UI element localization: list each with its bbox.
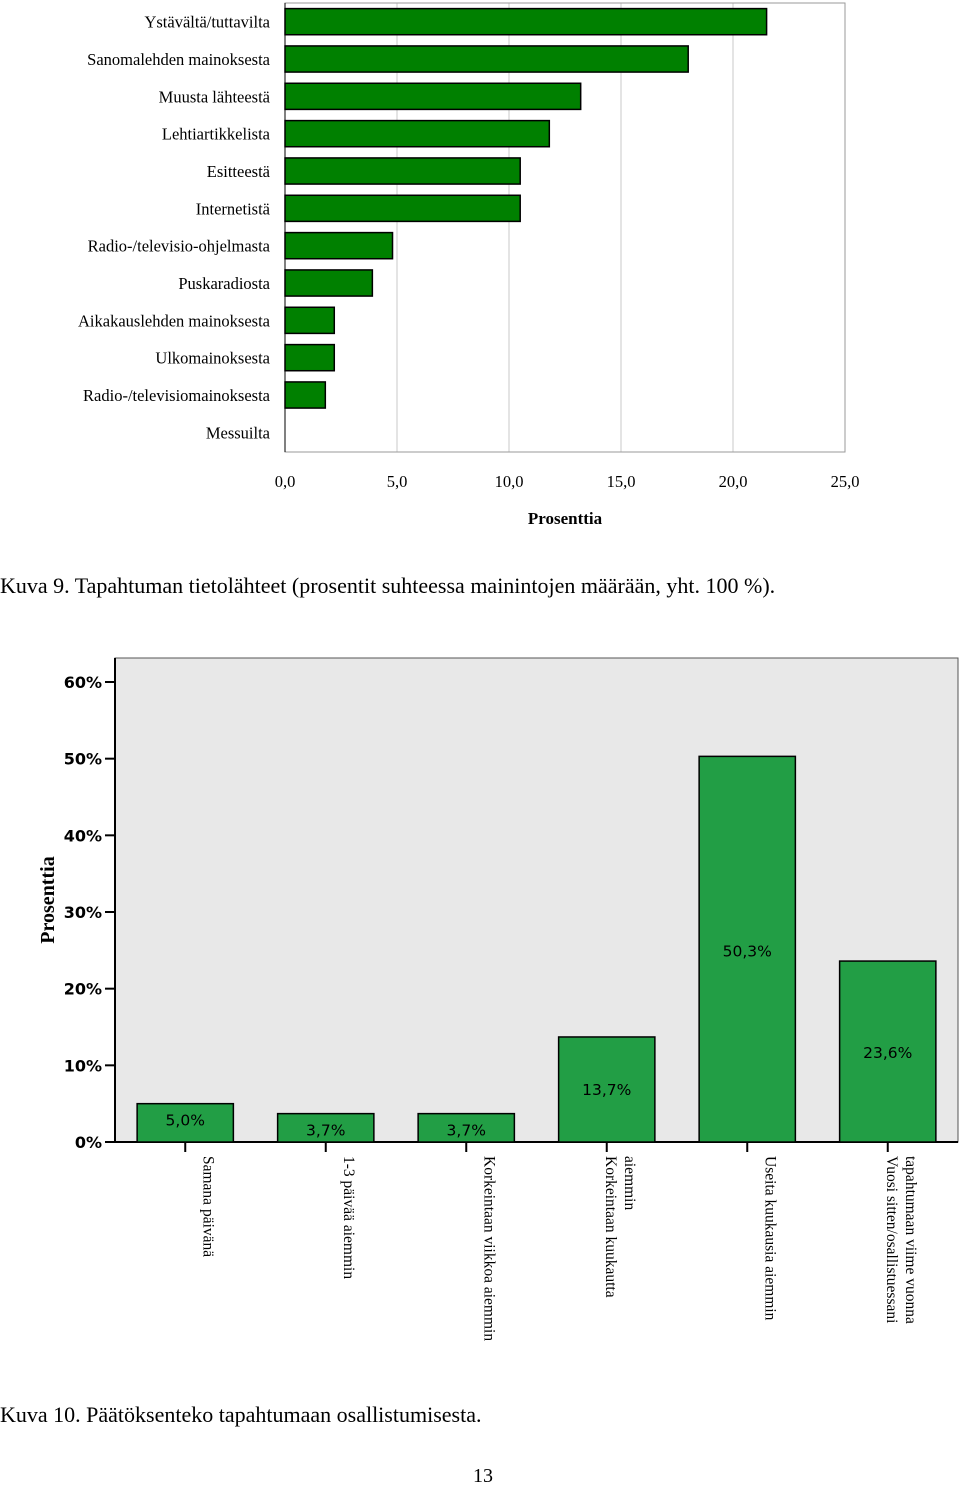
bar <box>276 1112 375 1143</box>
y-tick-label: 10% <box>64 1056 102 1075</box>
category-label: Esitteestä <box>207 162 271 181</box>
bar <box>284 7 768 36</box>
source-bar-chart: Ystävältä/tuttavilta Sanomalehden mainoks… <box>78 2 860 528</box>
category-label: Muusta lähteestä <box>159 87 271 106</box>
category-label: Internetistä <box>196 199 271 218</box>
y-axis-title: Prosenttia <box>37 856 59 943</box>
x-category-label: Korkeintaan kuukautta <box>602 1156 619 1298</box>
x-axis-title: Prosenttia <box>528 509 603 528</box>
bar <box>136 1102 235 1143</box>
bar <box>284 45 689 73</box>
bar <box>284 119 551 148</box>
bar <box>417 1112 516 1143</box>
figure-9-caption: Kuva 9. Tapahtuman tietolähteet (prosent… <box>0 573 776 598</box>
figure-10-caption: Kuva 10. Päätöksenteko tapahtumaan osall… <box>0 1402 482 1427</box>
category-label: Ulkomainoksesta <box>155 349 270 368</box>
y-tick-label: 30% <box>64 903 102 922</box>
x-tick-label: 10,0 <box>495 472 524 491</box>
bar <box>284 343 336 372</box>
bar <box>698 755 797 1143</box>
data-label: 3,7% <box>306 1122 345 1140</box>
x-tick-label: 5,0 <box>387 472 408 491</box>
data-label: 13,7% <box>582 1081 631 1099</box>
bar <box>284 82 582 111</box>
bar <box>284 231 394 260</box>
data-label: 3,7% <box>447 1122 486 1140</box>
x-category-label: Useita kuukausia aiemmin <box>761 1156 778 1321</box>
y-tick-label: 0% <box>75 1133 102 1152</box>
x-category-label: tapahtumaan viime vuonna <box>902 1156 919 1324</box>
bar <box>838 960 937 1143</box>
category-label: Lehtiartikkelista <box>162 125 271 144</box>
y-tick-label: 20% <box>64 980 102 999</box>
category-label: Messuilta <box>206 423 271 442</box>
category-label: Ystävältä/tuttavilta <box>144 13 270 32</box>
x-category-label: Vuosi sitten/osallistuessani <box>883 1156 900 1324</box>
data-label: 23,6% <box>863 1044 912 1062</box>
category-label: Sanomalehden mainoksesta <box>87 50 271 69</box>
category-label: Radio-/televisio-ohjelmasta <box>88 237 271 256</box>
x-tick-label: 20,0 <box>719 472 748 491</box>
x-category-label: 1-3 päivää aiemmin <box>340 1156 357 1279</box>
x-category-label: Samana päivänä <box>199 1156 216 1257</box>
x-category-label: Korkeintaan viikkoa aiemmin <box>480 1156 497 1341</box>
bar <box>284 194 521 223</box>
data-label: 50,3% <box>723 942 772 960</box>
data-label: 5,0% <box>166 1112 205 1130</box>
y-tick-label: 50% <box>64 750 102 769</box>
bar <box>284 269 374 297</box>
plot-area <box>114 657 959 1143</box>
page-number: 13 <box>473 1465 493 1487</box>
bar <box>284 157 521 185</box>
decision-bar-chart: 0% 10% 20% 30% 40% 50% 60% Prosenttia 5,0% Samana… <box>37 657 959 1341</box>
bar <box>284 306 336 335</box>
y-tick-label: 40% <box>64 826 102 845</box>
y-tick-label: 60% <box>64 673 102 692</box>
category-label: Radio-/televisiomainoksesta <box>83 386 271 405</box>
x-tick-label: 15,0 <box>607 472 636 491</box>
x-category-label: aiemmin <box>621 1156 638 1210</box>
x-tick-label: 25,0 <box>831 472 860 491</box>
category-label: Aikakauslehden mainoksesta <box>78 311 271 330</box>
bar <box>284 381 327 409</box>
x-tick-label: 0,0 <box>275 472 296 491</box>
category-label: Puskaradiosta <box>178 274 270 293</box>
